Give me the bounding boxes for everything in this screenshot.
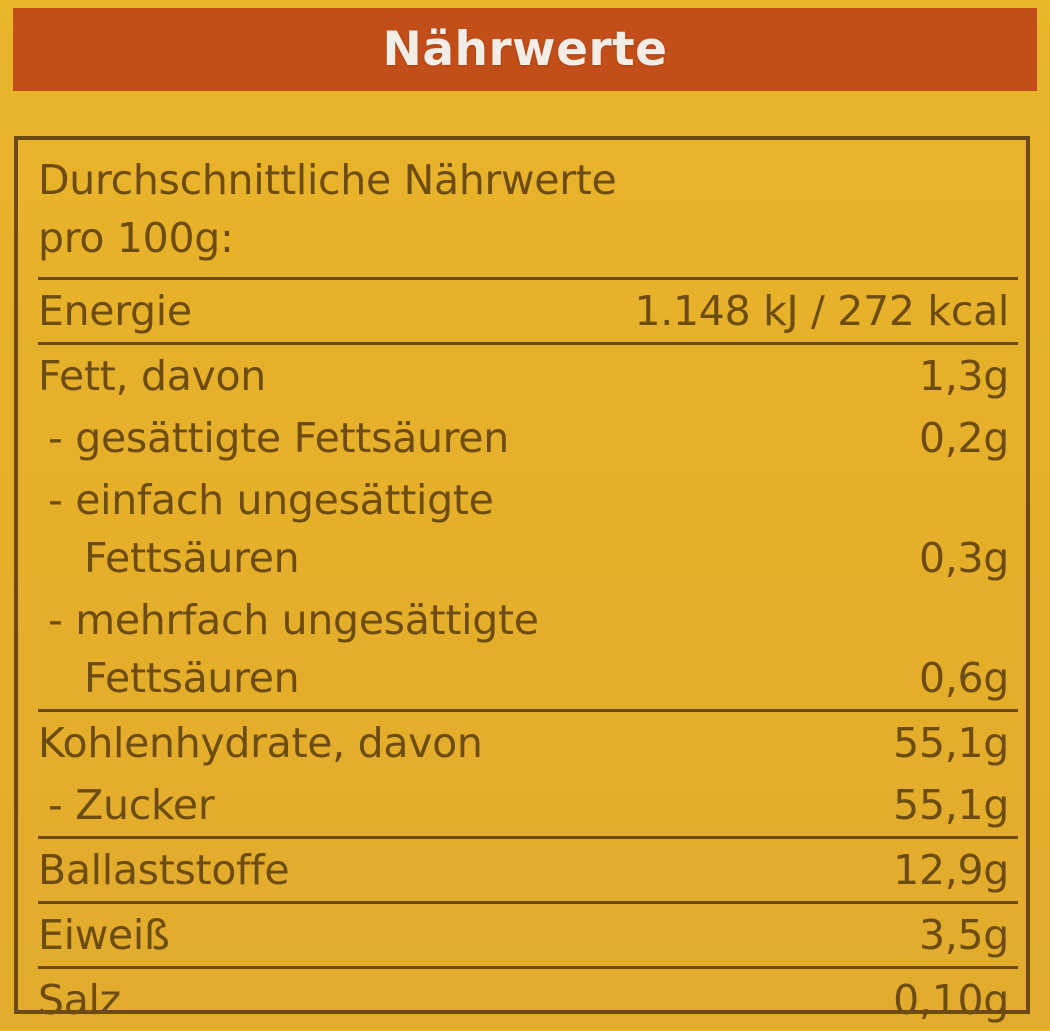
nutrient-label: - Zucker [48,781,215,829]
nutrient-label: Ballaststoffe [38,846,290,894]
nutrition-table: Durchschnittliche Nährwerte pro 100g: En… [14,136,1030,1024]
nutrient-label-line1: - einfach ungesättigte [48,476,494,524]
nutrient-label: - gesättigte Fettsäuren [48,414,509,462]
table-row: - mehrfach ungesättigte Fettsäuren 0,6g [38,589,1018,709]
nutrient-value: 12,9g [893,846,1009,894]
table-row: Fett, davon 1,3g [38,342,1018,407]
table-row: Eiweiß 3,5g [38,901,1018,966]
nutrition-table-rows: Durchschnittliche Nährwerte pro 100g: En… [38,140,1018,1024]
nutrient-value: 0,2g [918,414,1009,462]
nutrient-label: Eiweiß [38,911,170,959]
nutrient-label: - einfach ungesättigte Fettsäuren [38,471,494,587]
page-title: Nährwerte [382,22,668,77]
table-intro-line1: Durchschnittliche Nährwerte [38,156,617,204]
nutrient-value: 0,10g [893,976,1009,1024]
table-row: Energie 1.148 kJ / 272 kcal [38,277,1018,342]
nutrient-label-line1: - mehrfach ungesättigte [48,596,539,644]
nutrient-value: 55,1g [893,781,1009,829]
nutrient-label: Energie [38,287,192,335]
nutrient-value: 1,3g [918,352,1009,400]
nutrient-value: 55,1g [893,719,1009,767]
table-row: Kohlenhydrate, davon 55,1g [38,709,1018,774]
nutrient-label: Salz [38,976,121,1024]
table-row: Ballaststoffe 12,9g [38,836,1018,901]
nutrient-value: 3,5g [918,911,1009,959]
nutrient-label-line2: Fettsäuren [84,534,300,582]
table-row: - gesättigte Fettsäuren 0,2g [38,407,1018,469]
nutrient-value-wrap: 0,6g [919,591,1018,707]
nutrient-label: Fett, davon [38,352,266,400]
header-band: Nährwerte [13,8,1037,91]
nutrient-value: 0,3g [918,534,1009,582]
nutrient-value-wrap: 0,3g [919,471,1018,587]
nutrient-value: 1.148 kJ / 272 kcal [634,287,1009,335]
table-intro-text: Durchschnittliche Nährwerte pro 100g: [38,151,617,267]
table-row: Salz 0,10g [38,966,1018,1031]
nutrient-value: 0,6g [918,654,1009,702]
nutrient-label: - mehrfach ungesättigte Fettsäuren [38,591,539,707]
nutrient-label: Kohlenhydrate, davon [38,719,483,767]
table-intro-line2: pro 100g: [38,214,234,262]
nutrient-label-line2: Fettsäuren [84,654,300,702]
table-intro-row: Durchschnittliche Nährwerte pro 100g: [38,140,1018,277]
table-row: - einfach ungesättigte Fettsäuren 0,3g [38,469,1018,589]
table-row: - Zucker 55,1g [38,774,1018,836]
